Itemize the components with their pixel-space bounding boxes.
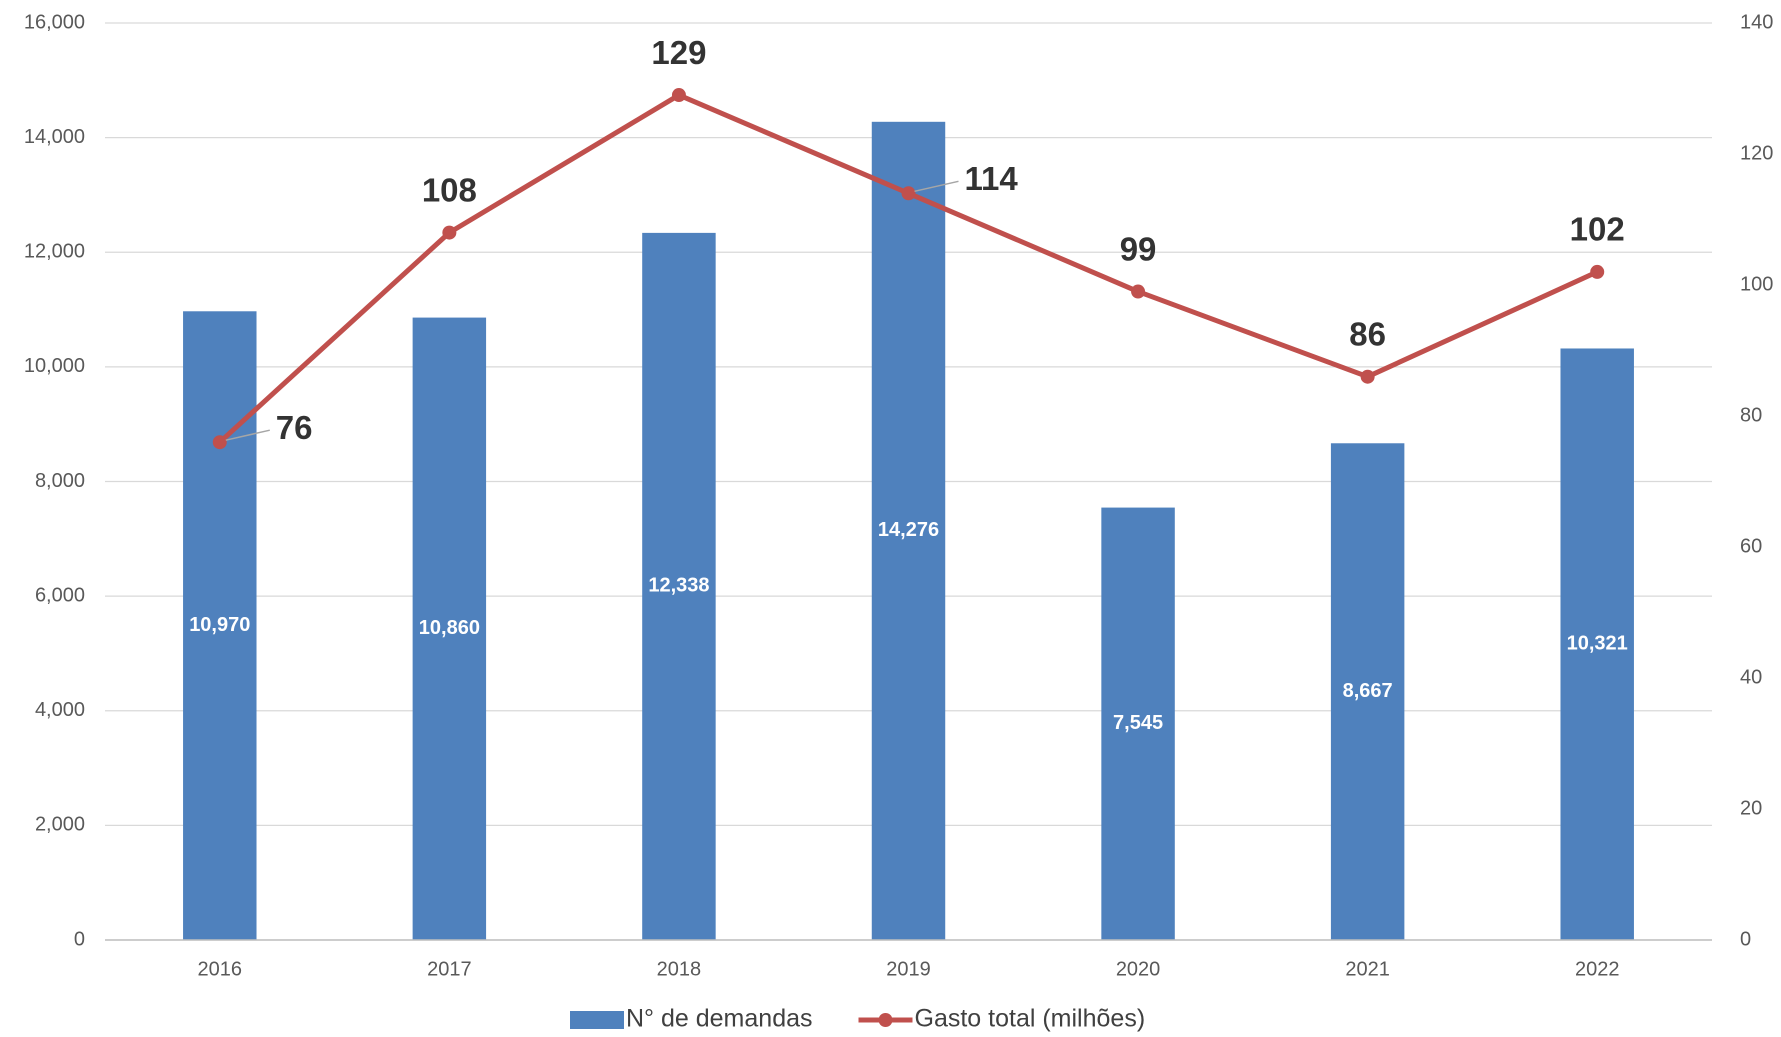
y2-tick-label: 40 [1740, 666, 1762, 688]
y-tick-label: 8,000 [35, 470, 85, 492]
bar [871, 121, 946, 940]
bar [1330, 443, 1405, 940]
y-tick-label: 10,000 [24, 355, 85, 377]
leader-line [914, 180, 959, 193]
legend-text: Gasto total (milhões) [915, 1005, 1146, 1033]
bar-label: 12,338 [648, 575, 709, 597]
line-label: 108 [422, 171, 477, 208]
y-tick-label: 4,000 [35, 699, 85, 721]
y-tick-label: 6,000 [35, 584, 85, 606]
bar-label: 10,321 [1567, 633, 1628, 655]
bar-label: 10,970 [189, 614, 250, 636]
y2-tick-label: 20 [1740, 797, 1762, 819]
bar [412, 317, 487, 940]
x-tick-label: 2021 [1345, 958, 1390, 980]
x-tick-label: 2020 [1116, 958, 1161, 980]
leader-line [225, 429, 270, 441]
bar-label: 14,276 [878, 519, 939, 541]
y2-tick-label: 140 [1740, 11, 1773, 33]
y2-tick-label: 0 [1740, 928, 1751, 950]
x-tick-label: 2022 [1575, 958, 1620, 980]
y-tick-label: 0 [74, 928, 85, 950]
x-tick-label: 2019 [886, 958, 931, 980]
line-marker [212, 435, 227, 450]
line-label: 129 [651, 34, 706, 71]
bar [642, 232, 716, 941]
bar [1101, 507, 1175, 940]
legend-text: N° de demandas [626, 1005, 813, 1033]
line-label: 114 [965, 160, 1019, 197]
line-marker [901, 186, 916, 201]
y-tick-label: 14,000 [24, 126, 85, 148]
y2-tick-label: 80 [1740, 404, 1762, 426]
y-tick-label: 16,000 [24, 11, 85, 33]
bar [1560, 348, 1634, 941]
line-label: 86 [1349, 315, 1386, 352]
line-label: 102 [1570, 211, 1625, 248]
legend-swatch [878, 1013, 893, 1027]
line-marker [1590, 264, 1605, 279]
line-label: 99 [1120, 230, 1157, 267]
y-tick-label: 2,000 [35, 814, 85, 836]
x-tick-label: 2016 [198, 958, 243, 980]
x-tick-label: 2017 [427, 958, 472, 980]
bar-label: 10,860 [419, 617, 480, 639]
line-label: 76 [276, 409, 313, 446]
bar [183, 311, 257, 940]
x-tick-label: 2018 [657, 958, 702, 980]
y2-tick-label: 120 [1740, 142, 1773, 164]
line-marker [671, 88, 686, 103]
y-tick-label: 12,000 [24, 241, 85, 263]
line-marker [442, 225, 457, 240]
line-marker [1360, 369, 1375, 384]
line-marker [1131, 284, 1146, 299]
bar-label: 7,545 [1113, 712, 1163, 734]
bar-label: 8,667 [1343, 680, 1393, 702]
legend-swatch [570, 1011, 624, 1029]
y2-tick-label: 100 [1740, 273, 1773, 295]
y2-tick-label: 60 [1740, 535, 1762, 557]
